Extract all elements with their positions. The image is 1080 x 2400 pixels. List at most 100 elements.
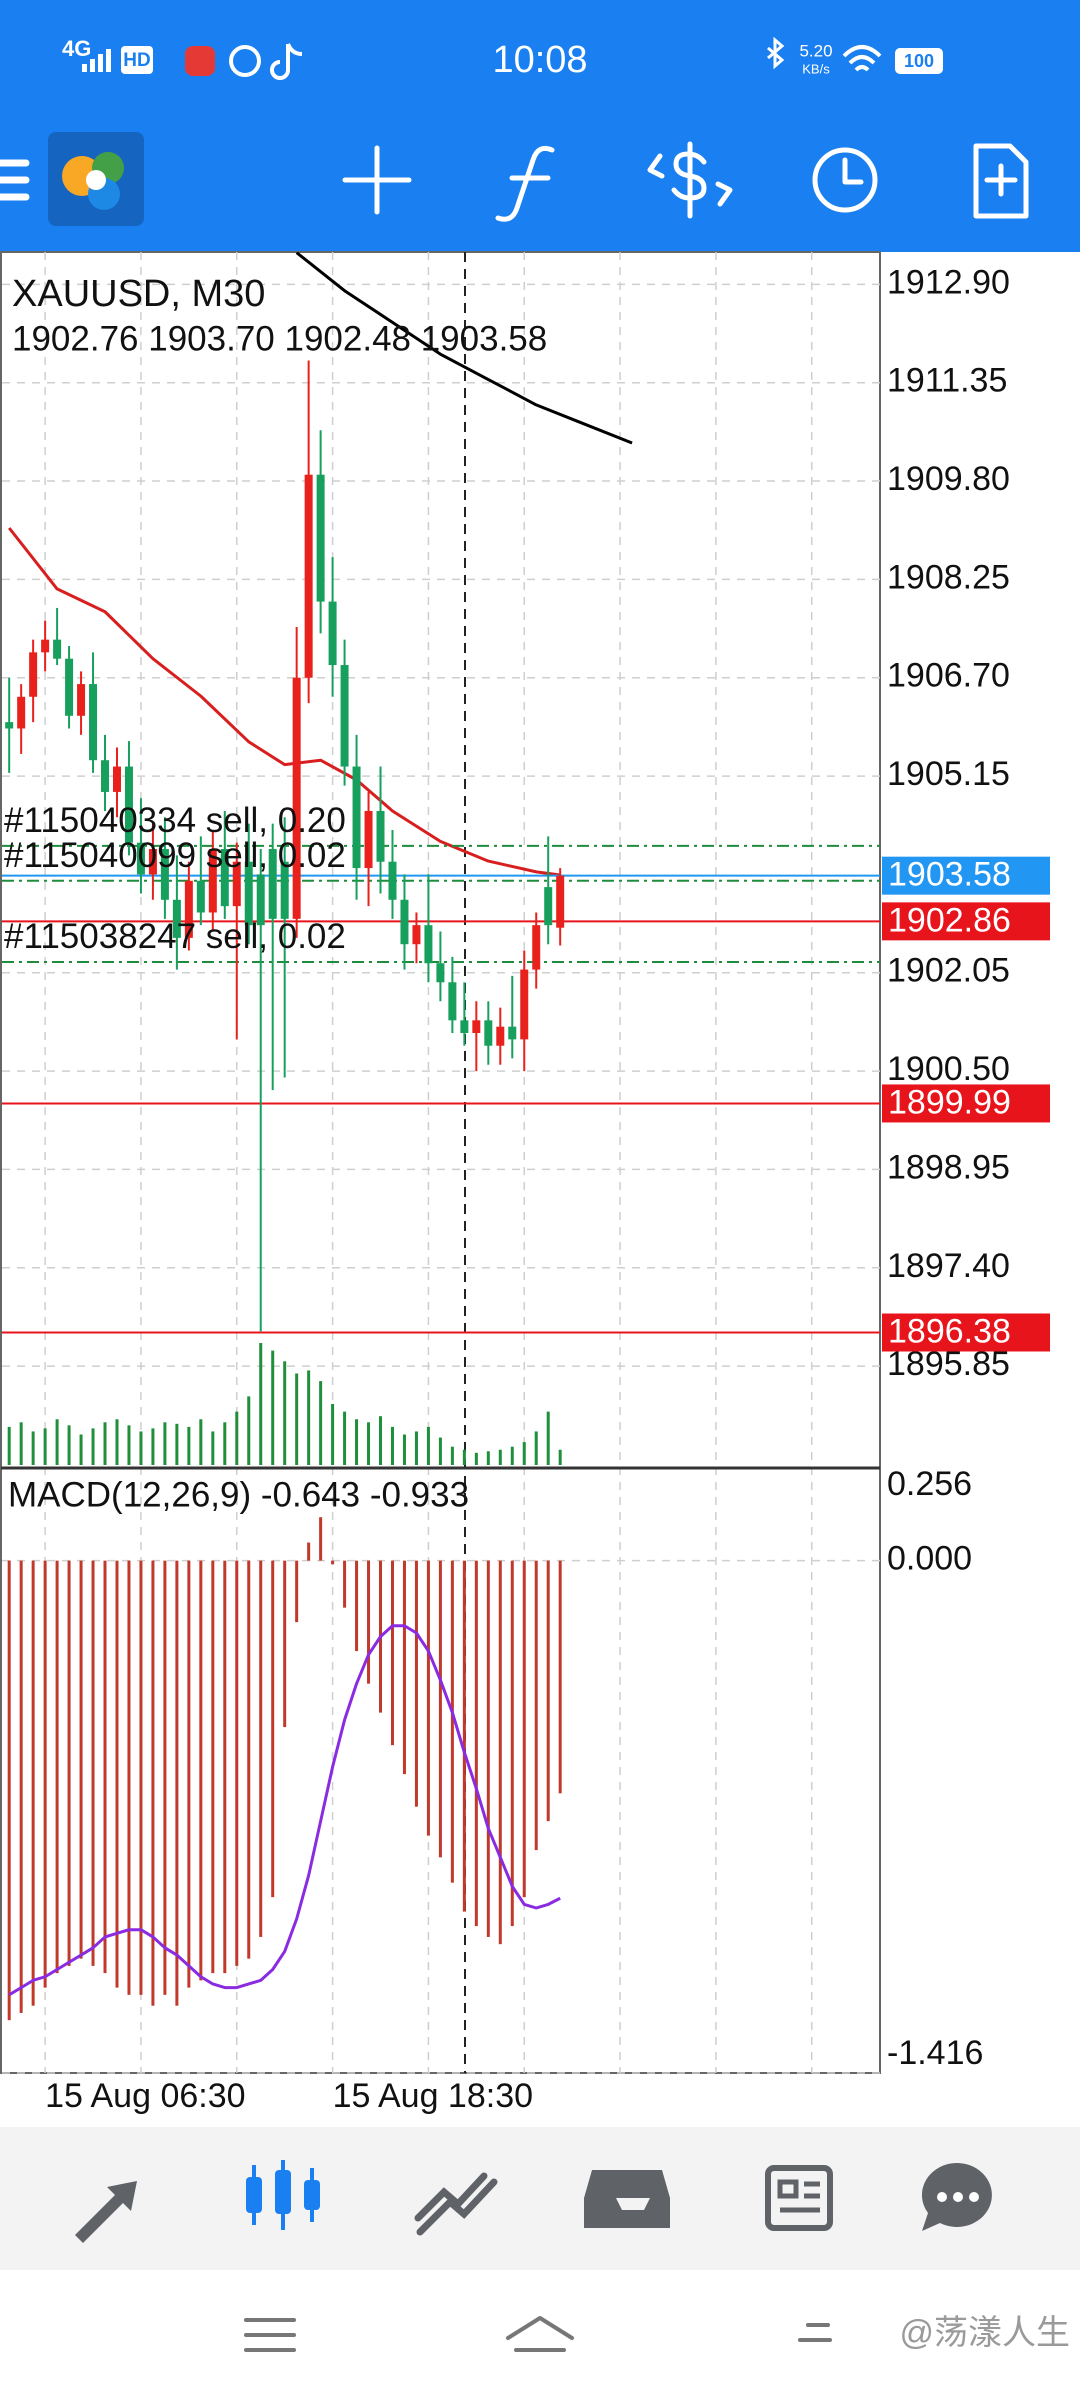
new-order-button-part[interactable] bbox=[973, 143, 1029, 219]
candle-body bbox=[29, 652, 38, 697]
symbol-label: XAUUSD, M30 bbox=[12, 273, 265, 315]
signal-icon-part bbox=[106, 49, 111, 72]
new-order-button-part[interactable] bbox=[984, 163, 1018, 197]
new-order-button[interactable] bbox=[973, 143, 1029, 219]
candle-body bbox=[412, 925, 421, 945]
volume-bar bbox=[211, 1431, 215, 1465]
candle-body bbox=[244, 861, 253, 926]
candle-body bbox=[17, 696, 26, 729]
indicators-button[interactable] bbox=[495, 145, 555, 222]
candle-body bbox=[448, 982, 457, 1021]
menu-button[interactable] bbox=[0, 159, 30, 201]
nav-chat[interactable] bbox=[921, 2162, 992, 2231]
x-tick-label: 15 Aug 18:30 bbox=[333, 2077, 533, 2115]
app-logo[interactable] bbox=[48, 132, 144, 226]
nav-trade[interactable] bbox=[414, 2172, 498, 2236]
indicators-button-part[interactable] bbox=[495, 145, 555, 222]
hd-label: HD bbox=[123, 50, 150, 71]
macd-bar bbox=[450, 1560, 454, 1883]
volume-bar bbox=[43, 1428, 47, 1465]
y-tick-label: 1908.25 bbox=[887, 558, 1010, 596]
nav-chat-part[interactable] bbox=[953, 2192, 963, 2202]
macd-bar bbox=[43, 1560, 47, 1988]
candle-body bbox=[496, 1026, 505, 1046]
nav-history[interactable] bbox=[584, 2170, 670, 2228]
candle-body bbox=[352, 766, 361, 869]
nav-history-part[interactable] bbox=[584, 2170, 670, 2228]
volume-bar bbox=[79, 1434, 83, 1465]
order-label: #115040334 sell, 0.20 bbox=[4, 801, 346, 840]
macd-bar bbox=[522, 1560, 526, 1898]
app-logo-part[interactable] bbox=[86, 170, 106, 190]
nav-chat-part[interactable] bbox=[969, 2192, 979, 2202]
net-speed-unit: KB/s bbox=[802, 61, 830, 76]
candle-body bbox=[556, 875, 565, 928]
candle-body bbox=[436, 963, 445, 983]
price-box bbox=[882, 1084, 1050, 1123]
candle-body bbox=[232, 861, 241, 907]
candle-body bbox=[124, 766, 133, 843]
bluetooth-icon bbox=[767, 36, 785, 70]
system-nav: @荡漾人生 bbox=[244, 2314, 1070, 2352]
nav-news-part[interactable] bbox=[765, 2165, 833, 2231]
nav-quotes[interactable] bbox=[75, 2165, 140, 2243]
back-button[interactable] bbox=[798, 2323, 832, 2342]
candle-body bbox=[292, 677, 301, 919]
battery-level: 100 bbox=[904, 51, 934, 71]
macd-bar bbox=[414, 1560, 418, 1807]
candle-body bbox=[208, 849, 217, 913]
nav-chat-part[interactable] bbox=[937, 2192, 947, 2202]
candle-body bbox=[184, 880, 193, 938]
price-box-label: 1903.58 bbox=[888, 856, 1011, 894]
recents-button[interactable] bbox=[244, 2318, 296, 2352]
volume-bar bbox=[115, 1419, 119, 1465]
moving-average bbox=[295, 252, 633, 445]
trade-button-part[interactable] bbox=[647, 153, 733, 207]
candle-body bbox=[172, 899, 181, 938]
volume-bar bbox=[139, 1431, 143, 1465]
moving-average bbox=[8, 527, 561, 877]
back-button-part[interactable] bbox=[798, 2323, 832, 2342]
watermark: @荡漾人生 bbox=[899, 2314, 1070, 2352]
crosshair-button[interactable] bbox=[342, 145, 412, 215]
macd-bar bbox=[91, 1560, 95, 1966]
macd-bar bbox=[223, 1560, 227, 1974]
macd-tick-label: 0.000 bbox=[887, 1540, 972, 1578]
candle-body bbox=[340, 665, 349, 767]
home-button-part[interactable] bbox=[506, 2316, 574, 2352]
volume-bar bbox=[486, 1451, 490, 1465]
candle-body bbox=[112, 766, 121, 792]
candle-body bbox=[544, 887, 553, 926]
nav-chart[interactable] bbox=[246, 2160, 320, 2230]
macd-bar bbox=[127, 1560, 131, 1995]
candle-body bbox=[65, 658, 74, 716]
history-button-part[interactable] bbox=[842, 157, 864, 185]
candle-body bbox=[5, 722, 14, 729]
volume-bar bbox=[343, 1411, 347, 1465]
volume-bar bbox=[103, 1422, 107, 1465]
candle-body bbox=[484, 1020, 493, 1046]
y-tick-label: 1898.95 bbox=[887, 1148, 1010, 1186]
macd-bar bbox=[355, 1560, 359, 1652]
price-box bbox=[882, 1313, 1050, 1352]
volume-bar bbox=[462, 1449, 466, 1465]
macd-bar bbox=[139, 1560, 143, 1995]
nav-news[interactable] bbox=[765, 2165, 833, 2231]
volume-bar bbox=[55, 1419, 59, 1465]
history-button[interactable] bbox=[812, 147, 878, 213]
macd-pane bbox=[7, 1517, 562, 2021]
volume-bar bbox=[474, 1452, 478, 1465]
volume-bar bbox=[7, 1426, 11, 1465]
nav-quotes-part[interactable] bbox=[75, 2165, 140, 2243]
home-button[interactable] bbox=[506, 2316, 574, 2352]
volume-bar bbox=[295, 1373, 299, 1465]
trade-button[interactable] bbox=[647, 141, 733, 219]
nav-news-part[interactable] bbox=[777, 2179, 820, 2213]
macd-signal-line bbox=[8, 1624, 561, 1997]
history-button-part[interactable] bbox=[812, 147, 878, 213]
volume-bar bbox=[67, 1425, 71, 1465]
price-box bbox=[882, 856, 1050, 895]
nav-trade-part[interactable] bbox=[414, 2172, 498, 2236]
price-box-label: 1899.99 bbox=[888, 1083, 1011, 1121]
